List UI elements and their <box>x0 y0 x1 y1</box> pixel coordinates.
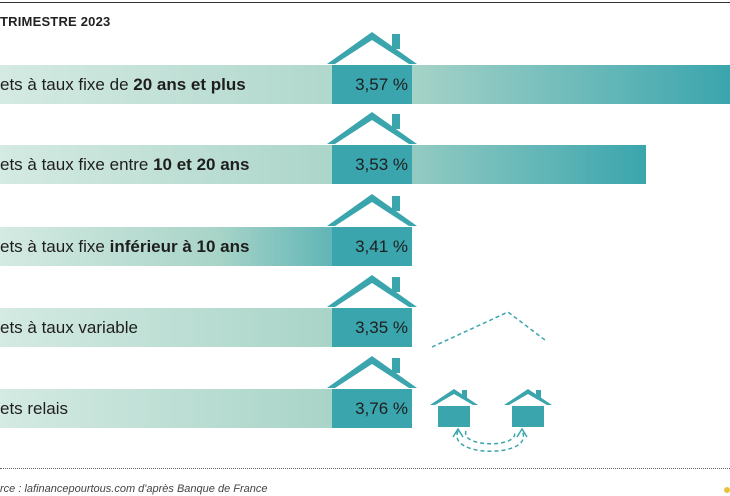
category-label: ets relais <box>0 399 68 418</box>
value-label: 3,76 % <box>355 399 408 418</box>
source-note: rce : lafinancepourtous.com d'après Banq… <box>0 483 268 495</box>
house-icon <box>327 275 417 347</box>
houses-layer <box>327 32 417 428</box>
chart-title: TRIMESTRE 2023 <box>0 14 111 29</box>
category-label: ets à taux fixe de 20 ans et plus <box>0 75 246 94</box>
house-icon <box>327 194 417 266</box>
header-rule <box>0 2 730 3</box>
value-label: 3,57 % <box>355 75 408 94</box>
house-icon <box>327 32 417 104</box>
bar <box>0 227 394 266</box>
exchange-arc-outer <box>456 430 525 452</box>
small-house-icon <box>504 389 552 427</box>
house-icon <box>327 356 417 428</box>
value-label: 3,53 % <box>355 155 408 174</box>
dashed-roof-outline <box>431 311 546 348</box>
arrow-up-icon <box>452 427 464 438</box>
house-icon <box>327 112 417 184</box>
category-label: ets à taux fixe entre 10 et 20 ans <box>0 155 250 174</box>
value-label: 3,41 % <box>355 237 408 256</box>
bar <box>0 389 332 428</box>
value-label: 3,35 % <box>355 318 408 337</box>
small-house-icon <box>430 389 478 427</box>
category-label: ets à taux fixe inférieur à 10 ans <box>0 237 249 256</box>
exchange-arc-inner <box>465 430 516 445</box>
logo-dot-icon <box>724 487 730 493</box>
arrow-up-icon <box>516 427 528 438</box>
bar <box>0 145 646 184</box>
decorations-layer <box>430 311 552 452</box>
footer-rule <box>0 468 730 469</box>
bar <box>0 308 332 347</box>
labels-layer: ets à taux fixe de 20 ans et plus 3,57 % e… <box>0 75 408 418</box>
category-label: ets à taux variable <box>0 318 138 337</box>
